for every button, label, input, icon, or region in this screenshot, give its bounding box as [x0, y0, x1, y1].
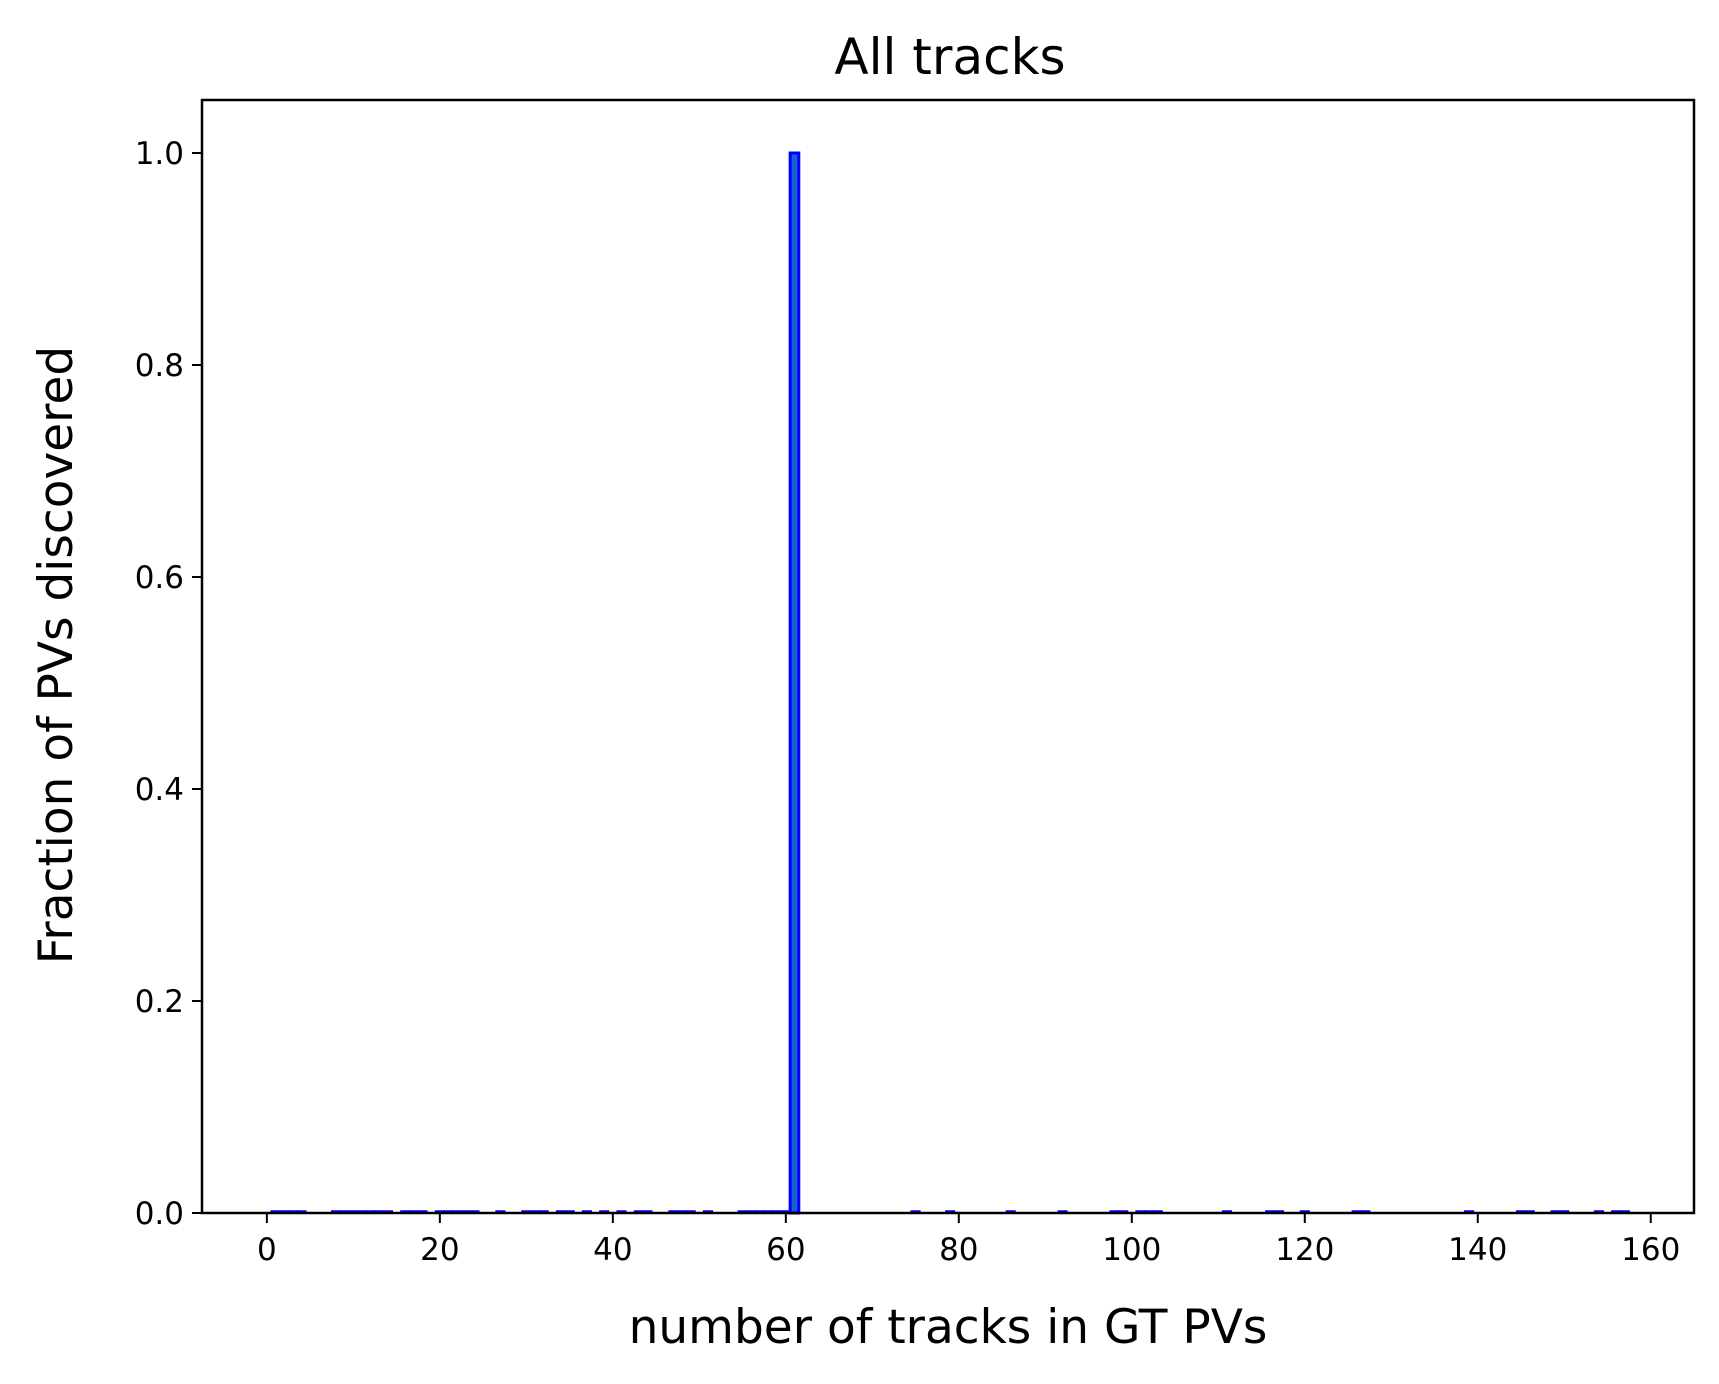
x-tick-label: 160	[1621, 1232, 1680, 1268]
y-tick-label: 1.0	[135, 136, 184, 172]
y-axis-title: Fraction of PVs discovered	[29, 346, 84, 964]
x-tick-label: 40	[593, 1232, 632, 1268]
y-tick-label: 0.2	[135, 984, 184, 1020]
x-tick-label: 140	[1448, 1232, 1507, 1268]
x-tick-label: 0	[257, 1232, 277, 1268]
y-tick-label: 0.0	[135, 1196, 184, 1232]
x-tick-label: 100	[1102, 1232, 1161, 1268]
x-tick-label: 120	[1275, 1232, 1334, 1268]
x-ticks-group: 0 20 40 60 80 100 120 140 160	[257, 1213, 1680, 1268]
bars-group	[270, 151, 1630, 1215]
y-tick-label: 0.6	[135, 560, 184, 596]
x-tick-label: 80	[939, 1232, 978, 1268]
x-axis-title: number of tracks in GT PVs	[629, 1300, 1268, 1355]
plot-frame	[200, 98, 1696, 1215]
chart-title: All tracks	[834, 28, 1065, 86]
x-tick-label: 60	[766, 1232, 805, 1268]
x-tick-label: 20	[420, 1232, 459, 1268]
y-ticks-group: 0.0 0.2 0.4 0.6 0.8 1.0	[135, 136, 202, 1232]
y-tick-label: 0.4	[135, 772, 184, 808]
histogram-bar	[788, 151, 801, 1215]
y-tick-label: 0.8	[135, 348, 184, 384]
